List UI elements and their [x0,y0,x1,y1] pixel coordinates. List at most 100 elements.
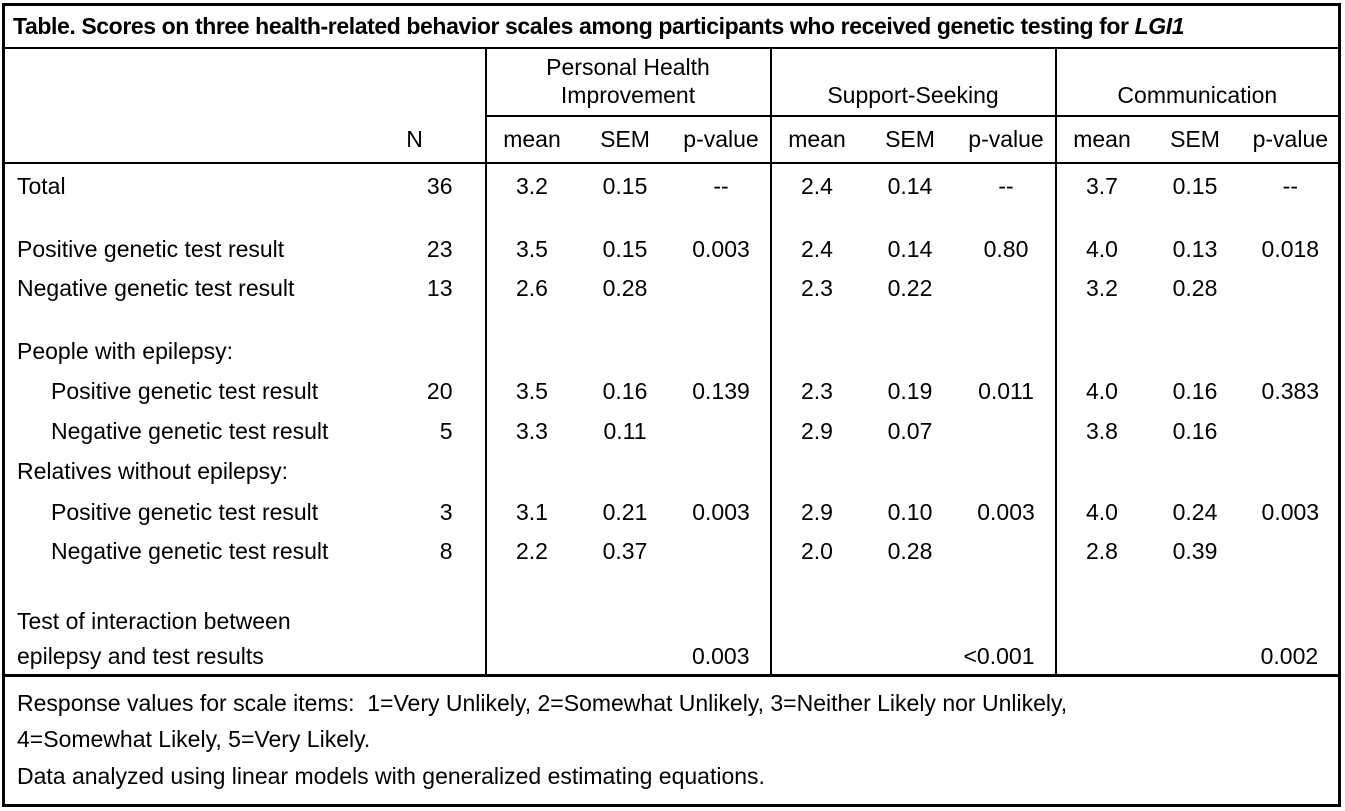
ss-mean: 2.3 [769,372,863,411]
n-value: 13 [426,275,453,301]
ss-mean: 2.9 [769,492,863,532]
comm-mean: 4.0 [1054,492,1148,532]
ss-pvalue: 0.80 [983,236,1029,262]
comm-sem: 0.28 [1172,275,1218,301]
col-header-ss-pvalue: p-value [957,116,1056,164]
phi-pvalue: 0.003 [692,236,750,262]
phi-pvalue [673,532,771,571]
col-header-n: N [376,116,486,164]
comm-mean: 3.7 [1054,163,1148,209]
phi-mean: 3.2 [484,163,578,209]
stub-spacer [4,48,486,116]
n-value: 20 [426,378,453,404]
section-label: People with epilepsy: [17,337,234,364]
ss-sem: 0.14 [887,236,933,262]
label-column-header [3,116,377,164]
phi-sem: 0.21 [602,498,648,525]
row-positive-all: Positive genetic test result 23 3.5 0.15… [4,230,1340,269]
row-relatives-negative: Negative genetic test result 8 2.2 0.37 … [4,532,1340,571]
comm-sem: 0.39 [1172,538,1218,564]
col-header-ss-sem: SEM [862,116,958,164]
phi-mean: 3.1 [484,492,578,532]
comm-pvalue [1243,269,1340,308]
row-label: Negative genetic test result [17,275,295,301]
ss-pvalue: 0.011 [978,378,1034,404]
comm-mean: 2.8 [1054,532,1148,571]
row-negative-all: Negative genetic test result 13 2.6 0.28… [4,269,1340,308]
ss-mean: 2.9 [769,411,863,451]
col-header-comm-pvalue: p-value [1242,116,1340,164]
n-value: 3 [439,498,453,525]
gene-name-italic: LGI1 [1134,13,1185,39]
comm-mean: 3.2 [1054,269,1148,308]
results-table: Table. Scores on three health-related be… [2,3,1342,807]
phi-sem: 0.15 [602,173,648,199]
row-epilepsy-positive: Positive genetic test result 20 3.5 0.16… [4,372,1340,411]
ss-sem: 0.19 [887,378,933,404]
comm-sem: 0.16 [1172,417,1218,444]
phi-pvalue: 0.139 [692,378,750,404]
comm-sem: 0.13 [1172,236,1218,262]
comm-pvalue [1243,532,1340,571]
phi-mean: 2.6 [484,269,578,308]
phi-sem: 0.11 [603,417,647,444]
row-epilepsy-header: People with epilepsy: [4,330,1340,372]
n-value: 5 [439,417,453,444]
comm-pvalue [1243,411,1340,451]
n-value: 36 [426,173,453,199]
ss-mean: 2.4 [769,230,863,269]
comm-pvalue: -- [1282,173,1298,199]
group-header-row: Personal Health Improvement Support-Seek… [4,48,1340,117]
col-header-phi-pvalue: p-value [672,116,771,164]
comm-pvalue: 0.003 [1261,498,1320,525]
table-title-row: Table. Scores on three health-related be… [3,4,1340,49]
column-header-row: N mean SEM p-value mean SEM p-value mean… [3,116,1340,164]
row-label: Positive genetic test result [51,498,319,525]
col-header-ss-mean: mean [769,116,863,164]
phi-mean: 3.3 [484,411,578,451]
row-label: Positive genetic test result [51,378,319,404]
ss-sem: 0.14 [887,173,933,199]
interaction-label-line1: Test of interaction between [17,607,291,634]
row-label: Negative genetic test result [51,538,329,564]
comm-mean: 3.8 [1054,411,1148,451]
col-header-comm-sem: SEM [1147,116,1243,164]
ss-sem: 0.07 [887,417,933,444]
col-header-phi-sem: SEM [577,116,673,164]
section-label: Relatives without epilepsy: [17,458,289,484]
ss-pvalue: -- [998,173,1014,199]
ss-sem: 0.22 [887,275,933,301]
phi-sem: 0.15 [602,236,648,262]
phi-pvalue: -- [713,173,729,199]
phi-sem: 0.28 [602,275,648,301]
footnote-analysis-method: Data analyzed using linear models with g… [17,763,765,790]
comm-sem: 0.16 [1172,378,1218,404]
footnote-row: Response values for scale items: 1=Very … [3,673,1340,806]
comm-mean: 4.0 [1054,230,1148,269]
phi-mean: 3.5 [484,372,578,411]
row-relatives-positive: Positive genetic test result 3 3.1 0.21 … [4,492,1340,532]
phi-pvalue [673,269,771,308]
ss-pvalue [958,269,1056,308]
ss-sem: 0.28 [887,538,933,564]
comm-sem: 0.24 [1172,498,1218,525]
phi-mean: 2.2 [484,532,578,571]
spacer-row [4,209,1340,230]
phi-pvalue: 0.003 [692,498,750,525]
comm-mean: 4.0 [1054,372,1148,411]
ss-sem: 0.10 [887,498,933,525]
interaction-comm-pvalue: 0.002 [1054,640,1340,675]
row-epilepsy-negative: Negative genetic test result 5 3.3 0.11 … [4,411,1340,451]
row-total: Total 36 3.2 0.15 -- 2.4 0.14 -- 3.7 0.1… [4,163,1340,209]
spacer-row [4,308,1340,330]
spacer-row [4,571,1340,602]
phi-sem: 0.37 [602,538,648,564]
ss-mean: 2.3 [769,269,863,308]
interaction-ss-pvalue: <0.001 [769,640,1056,675]
interaction-label-line2: epilepsy and test results [17,643,264,670]
phi-pvalue [673,411,771,451]
ss-pvalue: 0.003 [977,498,1035,525]
row-label: Positive genetic test result [17,236,285,262]
footnote-response-values-line2: 4=Somewhat Likely, 5=Very Likely. [17,726,371,753]
row-relatives-header: Relatives without epilepsy: [4,451,1340,492]
